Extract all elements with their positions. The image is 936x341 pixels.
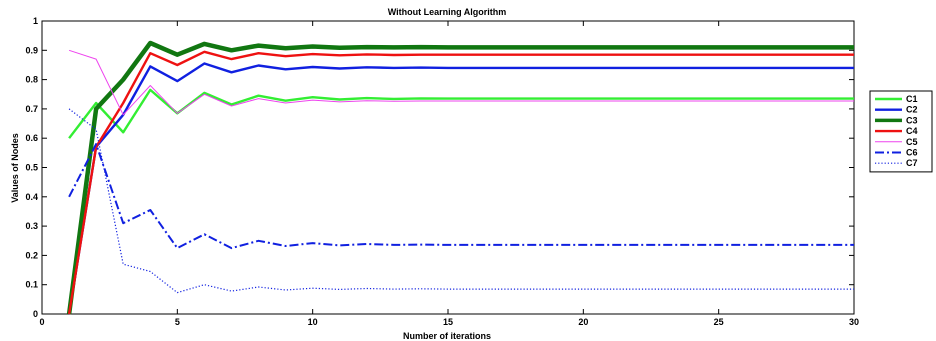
legend-label-c3: C3 — [906, 115, 918, 125]
series-line-c3 — [66, 40, 854, 315]
y-tick-label: 0.7 — [25, 104, 38, 114]
x-tick-label: 0 — [39, 317, 44, 327]
series-line-c2 — [67, 62, 854, 315]
legend-label-c2: C2 — [906, 105, 918, 115]
y-axis-label: Values of Nodes — [10, 133, 20, 203]
x-tick-label: 30 — [849, 317, 859, 327]
y-tick-label: 0.4 — [25, 192, 38, 202]
legend-label-c4: C4 — [906, 126, 918, 136]
y-tick-label: 0.9 — [25, 45, 38, 55]
x-tick-label: 15 — [443, 317, 453, 327]
y-tick-label: 0.6 — [25, 133, 38, 143]
y-tick-label: 0.1 — [25, 280, 38, 290]
legend-label-c7: C7 — [906, 158, 918, 168]
legend-label-c6: C6 — [906, 148, 918, 158]
x-tick-label: 20 — [578, 317, 588, 327]
axis-ticks: 0 5 10 15 20 25 30 0 0.1 0.2 0.3 0.4 0.5 0.6 0.7 0.8 0.9… — [25, 16, 859, 327]
x-tick-label: 5 — [175, 317, 180, 327]
plot-frame — [41, 20, 855, 315]
series-line-c6 — [68, 143, 854, 250]
x-tick-label: 10 — [308, 317, 318, 327]
plot-area — [41, 20, 855, 315]
y-tick-label: 1 — [33, 16, 38, 26]
series-line-c5 — [68, 49, 854, 116]
y-tick-label: 0.3 — [25, 221, 38, 231]
x-axis-label: Number of iterations — [403, 331, 491, 341]
y-tick-label: 0.5 — [25, 163, 38, 173]
y-tick-label: 0 — [33, 309, 38, 319]
x-tick-label: 25 — [714, 317, 724, 327]
legend-label-c5: C5 — [906, 137, 918, 147]
chart-title: Without Learning Algorithm — [388, 7, 507, 17]
legend-label-c1: C1 — [906, 94, 918, 104]
y-tick-label: 0.8 — [25, 75, 38, 85]
y-tick-label: 0.2 — [25, 250, 38, 260]
series-line-c1 — [68, 88, 854, 139]
series-line-c4 — [67, 50, 854, 315]
